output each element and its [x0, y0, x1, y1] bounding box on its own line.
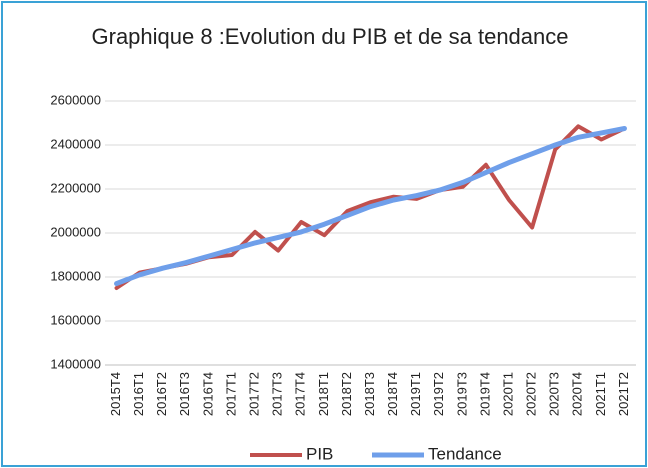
y-tick-label: 1800000: [50, 268, 101, 283]
x-tick-label: 2020T4: [570, 372, 585, 416]
x-tick-label: 2019T3: [454, 372, 469, 416]
x-tick-label: 2016T3: [177, 372, 192, 416]
legend-label: Tendance: [428, 444, 502, 463]
x-tick-label: 2017T4: [293, 372, 308, 416]
x-tick-label: 2018T1: [316, 372, 331, 416]
x-tick-label: 2016T4: [200, 372, 215, 416]
chart-title: Graphique 8 :Evolution du PIB et de sa t…: [91, 24, 569, 49]
y-tick-label: 2400000: [50, 136, 101, 151]
x-tick-label: 2017T2: [247, 372, 262, 416]
x-tick-label: 2018T2: [339, 372, 354, 416]
x-tick-label: 2015T4: [108, 372, 123, 416]
x-tick-label: 2019T1: [408, 372, 423, 416]
legend-label: PIB: [306, 444, 333, 463]
x-tick-label: 2019T2: [431, 372, 446, 416]
x-tick-label: 2017T1: [223, 372, 238, 416]
x-tick-label: 2018T3: [362, 372, 377, 416]
series-line: [114, 126, 627, 287]
x-tick-label: 2018T4: [385, 372, 400, 416]
x-tick-label: 2020T2: [524, 372, 539, 416]
y-tick-label: 1400000: [50, 356, 101, 371]
y-tick-label: 1600000: [50, 312, 101, 327]
y-tick-label: 2000000: [50, 224, 101, 239]
x-tick-label: 2021T1: [593, 372, 608, 416]
x-tick-label: 2017T3: [270, 372, 285, 416]
y-tick-label: 2200000: [50, 180, 101, 195]
x-tick-label: 2021T2: [616, 372, 631, 416]
y-tick-label: 2600000: [50, 92, 101, 107]
x-tick-label: 2016T2: [154, 372, 169, 416]
x-tick-label: 2020T3: [547, 372, 562, 416]
x-tick-label: 2020T1: [500, 372, 515, 416]
x-tick-label: 2016T1: [131, 372, 146, 416]
x-tick-label: 2019T4: [477, 372, 492, 416]
